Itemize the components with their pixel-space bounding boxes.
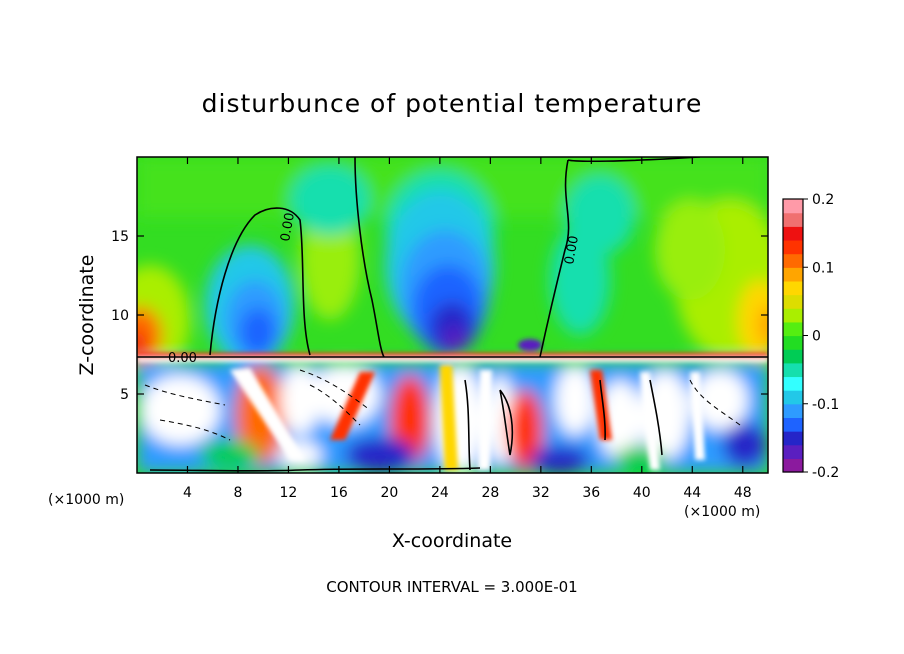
x-unit-right: (×1000 m) [684,504,760,520]
colorbar-tick-label: 0 [812,329,821,345]
x-axis-label: X-coordinate [392,530,512,552]
colorbar-swatch [783,431,803,446]
colorbar-swatch [783,376,803,391]
colorbar-swatch [783,335,803,350]
contour-label-bottom: 0.00 [168,351,197,366]
colorbar-swatch [783,267,803,282]
y-tick-label: 5 [120,387,129,403]
x-tick-label: 16 [330,485,348,501]
x-tick-label: 48 [734,485,752,501]
chart-title: disturbunce of potential temperature [202,89,703,118]
colorbar-swatch [783,212,803,227]
contour-label-right: 0.00 [562,235,582,266]
x-tick-label: 24 [431,485,449,501]
contour-lines [137,157,768,472]
x-tick-label: 28 [481,485,499,501]
colorbar-swatch [783,226,803,241]
y-tick-label: 15 [111,229,129,245]
colorbar-ticks: 0.2 0.1 0 -0.1 -0.2 [803,192,839,481]
colorbar-swatch [783,390,803,405]
contour-label-left: 0.00 [278,212,298,243]
plot-area [137,157,768,473]
colorbar [783,199,803,473]
colorbar-swatch [783,239,803,255]
colorbar-tick-label: -0.1 [812,397,839,413]
colorbar-tick-label: 0.2 [812,192,834,208]
x-tick-label: 8 [233,485,242,501]
colorbar-swatch [783,280,803,296]
y-tick-label: 10 [111,308,129,324]
x-tick-label: 44 [683,485,701,501]
colorbar-swatch [783,308,803,323]
colorbar-swatch [783,362,803,378]
colorbar-swatch [783,294,803,309]
colorbar-swatch [783,253,803,268]
colorbar-swatch [783,417,803,432]
colorbar-swatch [783,199,803,214]
colorbar-swatch [783,403,803,418]
y-axis-label: Z-coordinate [76,255,98,376]
x-tick-label: 40 [633,485,651,501]
x-tick-label: 20 [380,485,398,501]
x-tick-label: 4 [183,485,192,501]
colorbar-swatch [783,458,803,473]
y-ticks: 5 10 15 [111,229,768,403]
x-ticks: 4 8 12 16 20 24 28 32 36 40 44 48 [183,157,752,501]
dashed-contours [144,369,741,441]
colorbar-swatch [783,444,803,459]
colorbar-tick-label: -0.2 [812,465,839,481]
x-tick-label: 12 [280,485,298,501]
colorbar-tick-label: 0.1 [812,260,834,276]
x-tick-label: 36 [582,485,600,501]
colorbar-swatch [783,349,803,364]
x-unit-left: (×1000 m) [48,492,124,508]
colorbar-swatch [783,321,803,337]
x-tick-label: 32 [532,485,550,501]
contour-interval-note: CONTOUR INTERVAL = 3.000E-01 [326,578,577,596]
